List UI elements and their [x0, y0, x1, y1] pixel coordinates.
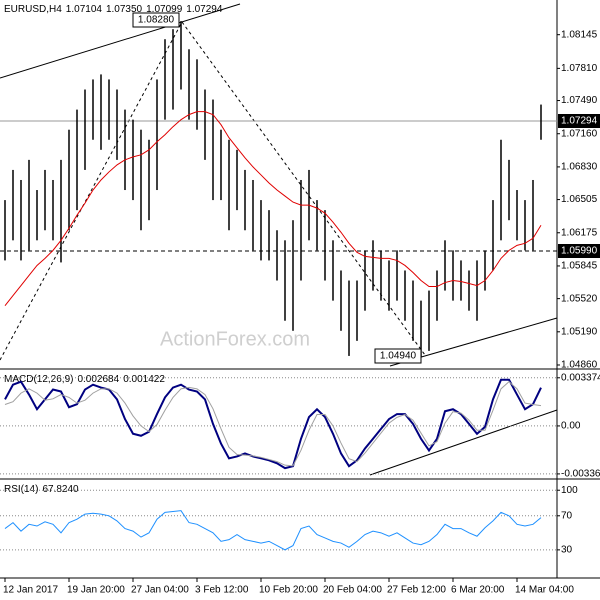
y-tick-label: 0.003374 [561, 372, 600, 383]
line [4, 111, 542, 306]
y-tick-label: 1.05520 [561, 293, 598, 304]
x-tick-label: 27 Feb 12:00 [387, 585, 446, 596]
y-tick-label: 1.04860 [561, 360, 598, 371]
trend-line [369, 409, 558, 476]
line [4, 510, 542, 551]
y-tick-label: 1.06175 [561, 227, 598, 238]
header-value: 1.07099 [146, 4, 183, 15]
level-label: 1.05990 [561, 246, 598, 257]
high-label: 1.08280 [138, 15, 175, 26]
panel-header: RSI(14) 67.8240 [4, 484, 79, 495]
panel-title: MACD(12,26,9) [4, 374, 73, 385]
x-tick-label: 12 Jan 2017 [3, 585, 58, 596]
x-tick-label: 20 Feb 04:00 [323, 585, 382, 596]
x-tick-label: 27 Jan 04:00 [131, 585, 189, 596]
header-value: 0.001422 [123, 374, 165, 385]
line [4, 381, 542, 467]
panel-title: RSI(14) [4, 484, 38, 495]
panel-header: EURUSD,H4 1.07104 1.07350 1.07099 1.07294 [4, 4, 223, 15]
y-tick-label: -0.003363 [561, 469, 600, 480]
y-tick-label: 0.00 [561, 421, 581, 432]
low-label: 1.04940 [380, 351, 417, 362]
header-value: 67.8240 [42, 484, 79, 495]
y-tick-label: 1.06505 [561, 194, 598, 205]
header-value: 1.07350 [106, 4, 143, 15]
y-tick-label: 30 [561, 545, 573, 556]
x-tick-label: 19 Jan 20:00 [67, 585, 125, 596]
watermark: ActionForex.com [160, 328, 310, 350]
trend-line [0, 3, 241, 79]
x-tick-label: 3 Feb 12:00 [195, 585, 249, 596]
label-box [132, 12, 180, 28]
panel-header: MACD(12,26,9) 0.002684 0.001422 [4, 374, 165, 385]
y-tick-label: 70 [561, 510, 573, 521]
label-box [558, 114, 600, 128]
y-tick-label: 1.06830 [561, 162, 598, 173]
label-box [374, 348, 422, 364]
y-tick-label: 1.05190 [561, 326, 598, 337]
x-tick-label: 10 Feb 20:00 [259, 585, 318, 596]
y-tick-label: 1.05845 [561, 261, 598, 272]
y-tick-label: 1.08145 [561, 29, 598, 40]
y-tick-label: 1.07160 [561, 128, 598, 139]
marks: EURUSD,H4 1.07104 1.07350 1.07099 1.072941.0… [0, 4, 600, 596]
header-value: 0.002684 [77, 374, 119, 385]
x-tick-label: 6 Mar 20:00 [451, 585, 505, 596]
line [4, 378, 542, 470]
x-tick-label: 14 Mar 04:00 [515, 585, 574, 596]
y-tick-label: 100 [561, 485, 578, 496]
last-price-label: 1.07294 [561, 116, 598, 127]
panel-title: EURUSD,H4 [4, 4, 62, 15]
header-value: 1.07294 [186, 4, 223, 15]
label-box [558, 244, 600, 258]
y-tick-label: 1.07810 [561, 63, 598, 74]
y-tick-label: 1.07490 [561, 95, 598, 106]
header-value: 1.07104 [66, 4, 103, 15]
